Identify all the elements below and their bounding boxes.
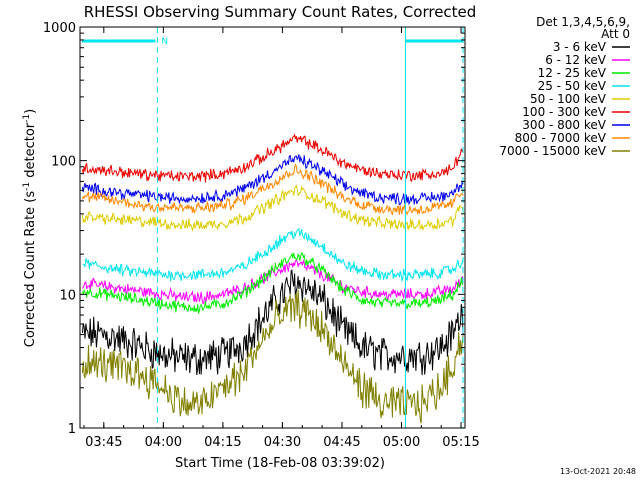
y-tick-label-3: 1000 [43,21,76,36]
y-tick-label-0: 1 [68,422,76,437]
chart-title: RHESSI Observing Summary Count Rates, Co… [84,3,477,21]
y-axis-label-text3: ) [23,109,38,114]
legend-label-2: 12 - 25 keV [538,66,607,80]
night-flag-layer: N [81,27,464,428]
y-axis-label-text: Corrected Count Rate (s [23,191,38,348]
legend-header-line2: Att 0 [601,27,630,41]
legend-label-0: 3 - 6 keV [553,40,607,54]
axis-layer: 03:45 04:00 04:15 04:30 04:45 05:00 05:15 1 10 10… [43,21,480,450]
y-axis-label: Corrected Count Rate (s-1 detector-1) [22,109,38,347]
y-axis-label-text2: detector [23,122,38,182]
y-tick-label-1: 10 [59,288,76,303]
x-tick-label-2: 04:15 [204,435,241,450]
y-axis-label-exp2: -1 [22,114,32,123]
series-layer [81,133,464,424]
y-tick-label-2: 100 [51,155,76,170]
x-tick-label-5: 05:00 [383,435,420,450]
legend-label-1: 6 - 12 keV [545,53,607,67]
x-tick-label-4: 04:45 [323,435,360,450]
legend-label-7: 800 - 7000 keV [515,131,607,145]
series-line-3 [82,227,464,283]
legend-label-8: 7000 - 15000 keV [499,144,606,158]
series-line-4 [81,184,464,232]
plot-frame [79,26,466,429]
series-line-0 [81,269,464,376]
series-line-2 [81,252,464,315]
legend-label-4: 50 - 100 keV [530,92,607,106]
series-line-7 [81,163,464,216]
series-line-8 [81,289,464,424]
y-axis-label-exp1: -1 [22,182,32,191]
flag-label-0: N [161,37,168,47]
x-tick-label-1: 04:00 [145,435,182,450]
x-tick-label-3: 04:30 [264,435,301,450]
footer-timestamp: 13-Oct-2021 20:48 [560,467,636,476]
x-axis-label: Start Time (18-Feb-08 03:39:02) [175,456,385,471]
legend-header-line1: Det 1,3,4,5,6,9, [536,15,630,29]
legend-label-3: 25 - 50 keV [538,79,607,93]
legend-label-5: 100 - 300 keV [522,105,606,119]
legend-label-6: 300 - 800 keV [522,118,606,132]
x-tick-label-6: 05:15 [442,435,479,450]
series-line-6 [81,154,464,206]
series-line-5 [81,133,464,183]
x-tick-label-0: 03:45 [85,435,122,450]
